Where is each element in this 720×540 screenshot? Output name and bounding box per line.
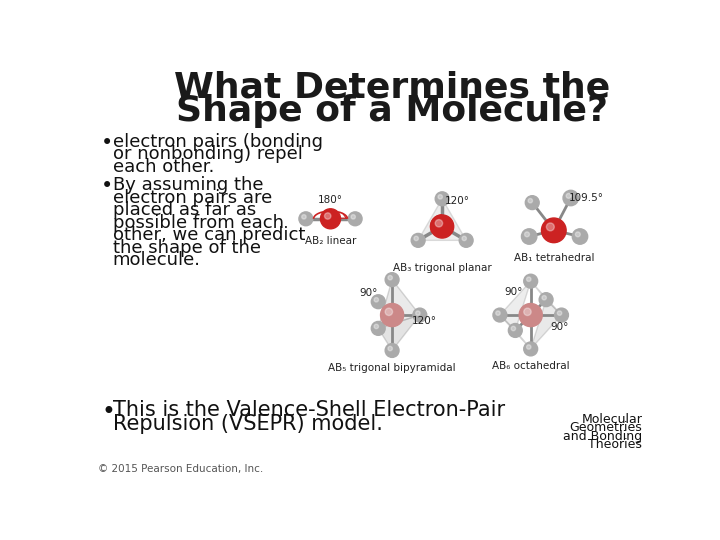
Circle shape xyxy=(414,236,418,241)
Circle shape xyxy=(431,215,454,238)
Circle shape xyxy=(388,346,392,351)
Circle shape xyxy=(546,223,554,231)
Text: placed as far as: placed as far as xyxy=(112,201,256,219)
Circle shape xyxy=(415,311,420,315)
Circle shape xyxy=(526,345,531,349)
Circle shape xyxy=(459,233,473,247)
Text: Shape of a Molecule?: Shape of a Molecule? xyxy=(176,94,608,128)
Circle shape xyxy=(372,295,385,309)
Circle shape xyxy=(525,232,529,237)
Circle shape xyxy=(557,311,562,315)
Circle shape xyxy=(385,343,399,357)
Text: This is the Valence-Shell Electron-Pair: This is the Valence-Shell Electron-Pair xyxy=(112,400,505,420)
Circle shape xyxy=(435,220,443,227)
Circle shape xyxy=(528,199,533,203)
Circle shape xyxy=(374,324,379,329)
Text: or nonbonding) repel: or nonbonding) repel xyxy=(112,145,302,163)
Polygon shape xyxy=(378,315,420,350)
Circle shape xyxy=(521,229,537,244)
Circle shape xyxy=(325,213,331,219)
Circle shape xyxy=(526,277,531,281)
Circle shape xyxy=(493,308,507,322)
Text: By assuming the: By assuming the xyxy=(112,176,263,194)
Text: 180°: 180° xyxy=(318,195,343,205)
Text: AB₃ trigonal planar: AB₃ trigonal planar xyxy=(393,264,492,273)
Circle shape xyxy=(554,308,568,322)
Circle shape xyxy=(566,193,571,198)
Text: AB₅ trigonal bipyramidal: AB₅ trigonal bipyramidal xyxy=(328,363,456,373)
Polygon shape xyxy=(531,281,562,315)
Circle shape xyxy=(523,342,538,356)
Circle shape xyxy=(575,232,580,237)
Text: Geometries: Geometries xyxy=(570,421,642,434)
Circle shape xyxy=(523,274,538,288)
Text: Theories: Theories xyxy=(588,438,642,451)
Text: AB₂ linear: AB₂ linear xyxy=(305,236,356,246)
Circle shape xyxy=(462,236,467,241)
Circle shape xyxy=(385,273,399,287)
Circle shape xyxy=(348,212,362,226)
Circle shape xyxy=(438,194,442,199)
Text: Molecular: Molecular xyxy=(582,413,642,426)
Circle shape xyxy=(351,214,356,219)
Text: 90°: 90° xyxy=(360,288,378,299)
Text: molecule.: molecule. xyxy=(112,251,201,269)
Text: other, we can predict: other, we can predict xyxy=(112,226,305,244)
Circle shape xyxy=(542,295,546,300)
Circle shape xyxy=(413,308,427,322)
Text: electron pairs are: electron pairs are xyxy=(112,189,272,207)
Text: each other.: each other. xyxy=(112,158,214,176)
Circle shape xyxy=(320,209,341,229)
Text: AB₆ octahedral: AB₆ octahedral xyxy=(492,361,570,372)
Circle shape xyxy=(385,308,392,315)
Circle shape xyxy=(539,293,553,307)
Text: possible from each: possible from each xyxy=(112,214,284,232)
Text: © 2015 Pearson Education, Inc.: © 2015 Pearson Education, Inc. xyxy=(98,464,264,475)
Text: AB₁ tetrahedral: AB₁ tetrahedral xyxy=(513,253,594,264)
Circle shape xyxy=(381,303,404,327)
Circle shape xyxy=(374,298,379,302)
Circle shape xyxy=(388,275,392,280)
Text: the shape of the: the shape of the xyxy=(112,239,261,257)
Text: •: • xyxy=(101,176,113,196)
Circle shape xyxy=(511,326,516,330)
Circle shape xyxy=(411,233,425,247)
Circle shape xyxy=(526,195,539,210)
Text: 90°: 90° xyxy=(550,322,568,332)
Circle shape xyxy=(435,192,449,206)
Circle shape xyxy=(302,214,306,219)
Circle shape xyxy=(541,218,566,242)
Text: and Bonding: and Bonding xyxy=(563,430,642,443)
Text: 120°: 120° xyxy=(412,316,437,326)
Polygon shape xyxy=(500,281,531,330)
Text: What Determines the: What Determines the xyxy=(174,71,611,105)
Text: 120°: 120° xyxy=(445,197,470,206)
Circle shape xyxy=(496,311,500,315)
Text: 90°: 90° xyxy=(505,287,523,297)
Circle shape xyxy=(372,321,385,335)
Circle shape xyxy=(299,212,312,226)
Polygon shape xyxy=(378,280,420,328)
Circle shape xyxy=(572,229,588,244)
Circle shape xyxy=(523,308,531,315)
Polygon shape xyxy=(418,199,466,240)
Polygon shape xyxy=(500,315,531,349)
Text: electron pairs (bonding: electron pairs (bonding xyxy=(112,132,323,151)
Circle shape xyxy=(519,303,542,327)
Circle shape xyxy=(508,323,522,338)
Text: •: • xyxy=(101,132,113,153)
Text: Repulsion (VSEPR) model.: Repulsion (VSEPR) model. xyxy=(112,414,382,434)
Circle shape xyxy=(563,190,578,206)
Polygon shape xyxy=(531,300,562,349)
Text: 109.5°: 109.5° xyxy=(570,193,604,202)
Text: •: • xyxy=(101,400,115,424)
